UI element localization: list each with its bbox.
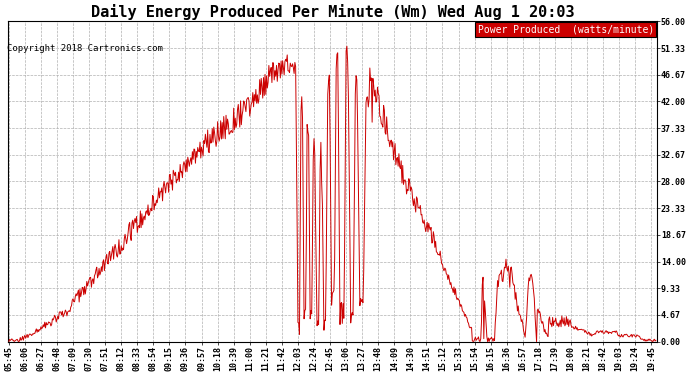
Text: Copyright 2018 Cartronics.com: Copyright 2018 Cartronics.com (7, 44, 163, 52)
Title: Daily Energy Produced Per Minute (Wm) Wed Aug 1 20:03: Daily Energy Produced Per Minute (Wm) We… (90, 4, 574, 20)
Text: Power Produced  (watts/minute): Power Produced (watts/minute) (477, 24, 654, 34)
